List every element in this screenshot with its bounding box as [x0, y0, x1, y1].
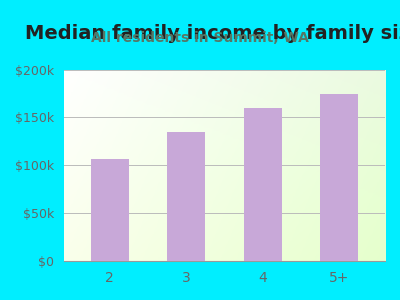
Bar [91, 159, 129, 261]
Title: Median family income by family size: Median family income by family size [25, 24, 400, 43]
Bar [320, 94, 358, 261]
Bar [167, 132, 205, 261]
Text: All residents in Summit, WA: All residents in Summit, WA [91, 32, 309, 46]
Bar [244, 108, 282, 261]
